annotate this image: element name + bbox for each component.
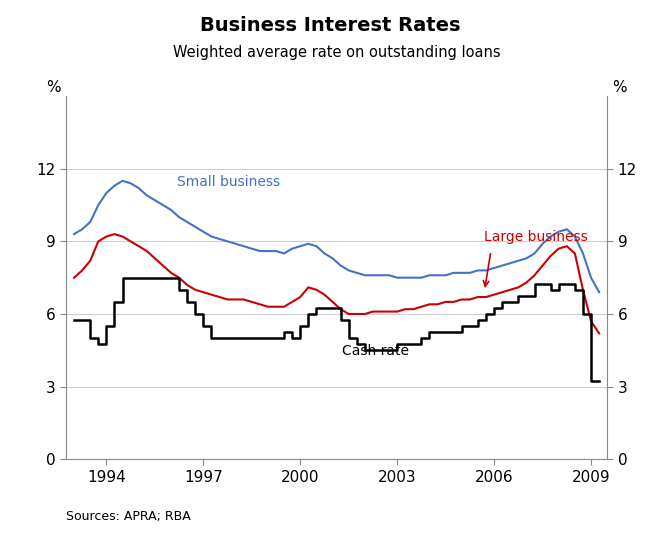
Title: Weighted average rate on outstanding loans: Weighted average rate on outstanding loa…	[173, 45, 500, 60]
Text: Cash rate: Cash rate	[343, 344, 409, 358]
Text: %: %	[46, 80, 61, 95]
Text: Small business: Small business	[178, 175, 280, 189]
Text: %: %	[612, 80, 627, 95]
Text: Sources: APRA; RBA: Sources: APRA; RBA	[66, 511, 191, 523]
Text: Large business: Large business	[484, 230, 588, 245]
Text: Business Interest Rates: Business Interest Rates	[200, 16, 460, 35]
